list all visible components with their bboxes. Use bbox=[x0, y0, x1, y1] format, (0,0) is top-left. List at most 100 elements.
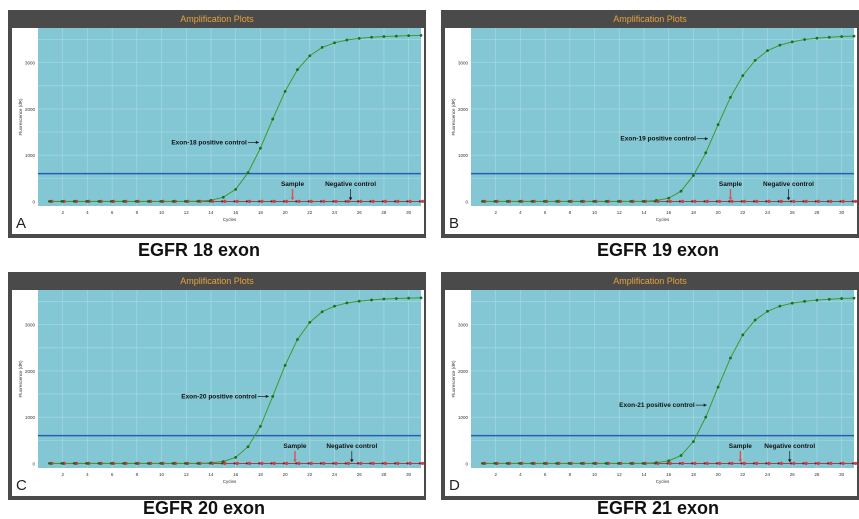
annotation-positive-control: Exon-19 positive control bbox=[620, 136, 696, 143]
positive-control-point bbox=[123, 461, 126, 465]
negative-control-point bbox=[369, 462, 372, 465]
sample-point bbox=[322, 199, 326, 203]
positive-control-point bbox=[519, 461, 522, 465]
sample-point bbox=[396, 199, 400, 203]
positive-control-point bbox=[345, 38, 349, 42]
negative-control-point bbox=[270, 462, 273, 465]
positive-control-point bbox=[481, 461, 485, 465]
positive-control-point bbox=[543, 199, 547, 203]
sample-point bbox=[371, 199, 375, 203]
y-tick-label: 2000 bbox=[458, 107, 469, 112]
sample-point bbox=[284, 461, 289, 465]
negative-control-point bbox=[728, 462, 731, 465]
x-tick-label: 26 bbox=[357, 472, 363, 477]
negative-control-point bbox=[233, 200, 236, 203]
annotation-sample: Sample bbox=[283, 443, 307, 450]
negative-control-point bbox=[691, 200, 694, 203]
x-tick-label: 6 bbox=[111, 210, 114, 215]
y-tick-label: 1000 bbox=[458, 153, 469, 158]
positive-control-point bbox=[704, 151, 708, 155]
y-tick-label: 3000 bbox=[458, 323, 469, 328]
sample-point bbox=[260, 461, 264, 465]
negative-control-point bbox=[344, 200, 347, 203]
positive-control-point bbox=[320, 310, 324, 314]
sample-point bbox=[668, 199, 672, 203]
annotation-sample: Sample bbox=[729, 443, 753, 450]
negative-control-point bbox=[245, 200, 248, 203]
sample-point bbox=[371, 461, 375, 465]
positive-control-point bbox=[506, 199, 510, 203]
positive-control-point bbox=[778, 43, 782, 47]
negative-control-point bbox=[703, 462, 706, 465]
negative-control-point bbox=[369, 200, 372, 203]
positive-control-point bbox=[357, 37, 361, 40]
positive-control-point bbox=[283, 363, 287, 367]
sample-point bbox=[668, 461, 672, 465]
sample-point bbox=[247, 461, 252, 465]
negative-control-point bbox=[418, 200, 421, 203]
annotation-arrowhead bbox=[787, 459, 792, 463]
panel-d: Amplification Plots 0 1000 2000 3000 2 4 6 8 10 12… bbox=[441, 272, 859, 500]
negative-control-point bbox=[765, 200, 768, 203]
negative-control-point bbox=[270, 200, 273, 203]
negative-control-point bbox=[666, 200, 669, 203]
positive-control-point bbox=[667, 196, 671, 200]
x-tick-label: 8 bbox=[136, 472, 139, 477]
positive-control-point bbox=[630, 461, 634, 465]
positive-control-point bbox=[753, 58, 757, 62]
sample-point bbox=[841, 199, 845, 203]
y-tick-label: 0 bbox=[465, 461, 468, 466]
positive-control-point bbox=[729, 356, 732, 360]
negative-control-point bbox=[381, 462, 384, 465]
negative-control-point bbox=[282, 200, 285, 203]
annotation-arrowhead bbox=[348, 197, 353, 201]
positive-control-point bbox=[197, 461, 201, 465]
positive-control-point bbox=[123, 199, 126, 203]
positive-control-point bbox=[160, 199, 163, 203]
positive-control-point bbox=[382, 297, 386, 301]
positive-control-point bbox=[519, 199, 522, 203]
positive-control-point bbox=[407, 296, 411, 300]
positive-control-point bbox=[803, 299, 806, 303]
positive-control-point bbox=[667, 459, 671, 463]
negative-control-point bbox=[258, 462, 261, 465]
panel-letter: C bbox=[16, 477, 27, 494]
positive-control-point bbox=[568, 199, 572, 203]
y-tick-label: 1000 bbox=[25, 153, 36, 158]
sample-point bbox=[235, 461, 239, 465]
y-tick-label: 2000 bbox=[458, 369, 469, 374]
annotation-positive-control: Exon-18 positive control bbox=[171, 139, 247, 146]
x-tick-label: 10 bbox=[159, 472, 165, 477]
x-tick-label: 30 bbox=[406, 472, 412, 477]
x-tick-label: 14 bbox=[208, 472, 214, 477]
negative-control-point bbox=[715, 200, 718, 203]
negative-control-point bbox=[777, 462, 780, 465]
x-tick-label: 20 bbox=[283, 472, 289, 477]
caption-c: EGFR 20 exon bbox=[143, 498, 266, 518]
positive-control-point bbox=[494, 461, 498, 465]
sample-point bbox=[309, 199, 313, 203]
positive-control-point bbox=[729, 95, 732, 99]
panel-letter: B bbox=[449, 215, 459, 232]
x-tick-label: 12 bbox=[617, 472, 623, 477]
positive-control-point bbox=[654, 199, 658, 202]
negative-control-point bbox=[282, 462, 285, 465]
annotation-negative-control: Negative control bbox=[764, 443, 815, 450]
positive-control-point bbox=[407, 34, 411, 38]
x-tick-label: 6 bbox=[544, 210, 547, 215]
sample-point bbox=[829, 461, 833, 465]
negative-control-point bbox=[393, 462, 397, 465]
panel-c: Amplification Plots 0 1000 2000 3000 2 4 6 8 10 12… bbox=[8, 272, 426, 500]
x-tick-label: 24 bbox=[332, 472, 338, 477]
sample-point bbox=[408, 461, 412, 465]
negative-control-point bbox=[666, 462, 669, 465]
x-tick-label: 30 bbox=[406, 210, 412, 215]
sample-point bbox=[284, 199, 289, 203]
positive-control-point bbox=[135, 199, 139, 203]
annotation-sample: Sample bbox=[281, 181, 305, 188]
positive-control-point bbox=[184, 199, 188, 203]
annotation-arrowhead bbox=[293, 459, 297, 463]
positive-control-point bbox=[840, 35, 844, 38]
y-tick-label: 2000 bbox=[25, 107, 36, 112]
panel-letter: A bbox=[16, 215, 26, 232]
